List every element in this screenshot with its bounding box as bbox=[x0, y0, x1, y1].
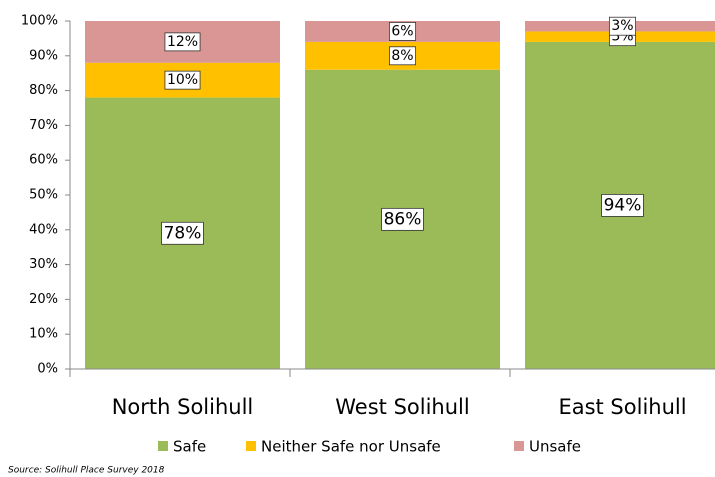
y-tick-label: 0% bbox=[37, 362, 58, 377]
data-label-box bbox=[381, 207, 424, 231]
y-tick-label: 30% bbox=[29, 257, 58, 272]
y-tick-label: 60% bbox=[29, 153, 58, 168]
data-label-box bbox=[601, 194, 644, 217]
data-label-box bbox=[388, 46, 417, 66]
y-tick-label: 40% bbox=[29, 222, 58, 237]
x-tick-label: North Solihull bbox=[112, 395, 254, 419]
source-note: Source: Solihull Place Survey 2018 bbox=[8, 466, 165, 476]
legend-swatch bbox=[246, 441, 256, 451]
legend-swatch bbox=[514, 441, 524, 451]
data-label: 8% bbox=[391, 48, 413, 64]
data-label: 78% bbox=[164, 223, 202, 243]
data-label-box bbox=[161, 221, 204, 245]
data-label-box bbox=[608, 16, 637, 36]
data-label: 94% bbox=[604, 195, 642, 215]
data-label: 12% bbox=[167, 34, 198, 50]
legend-swatch bbox=[158, 441, 168, 451]
y-tick-label: 10% bbox=[29, 327, 58, 342]
legend-label: Safe bbox=[173, 438, 206, 456]
y-tick-label: 20% bbox=[29, 292, 58, 307]
data-label: 10% bbox=[167, 72, 198, 88]
y-tick-label: 50% bbox=[29, 188, 58, 203]
y-tick-label: 70% bbox=[29, 118, 58, 133]
y-tick-label: 80% bbox=[29, 83, 58, 98]
x-tick-label: East Solihull bbox=[558, 395, 686, 419]
x-tick-label: West Solihull bbox=[335, 395, 469, 419]
data-label: 3% bbox=[611, 18, 633, 34]
legend-label: Neither Safe nor Unsafe bbox=[261, 438, 441, 456]
data-label: 86% bbox=[384, 209, 422, 229]
data-label: 6% bbox=[391, 23, 413, 39]
y-tick-label: 100% bbox=[21, 14, 58, 29]
data-label-box bbox=[388, 22, 417, 41]
legend-label: Unsafe bbox=[529, 438, 581, 456]
y-tick-label: 90% bbox=[29, 48, 58, 63]
data-label-box bbox=[164, 32, 201, 52]
data-label-box bbox=[164, 70, 201, 90]
